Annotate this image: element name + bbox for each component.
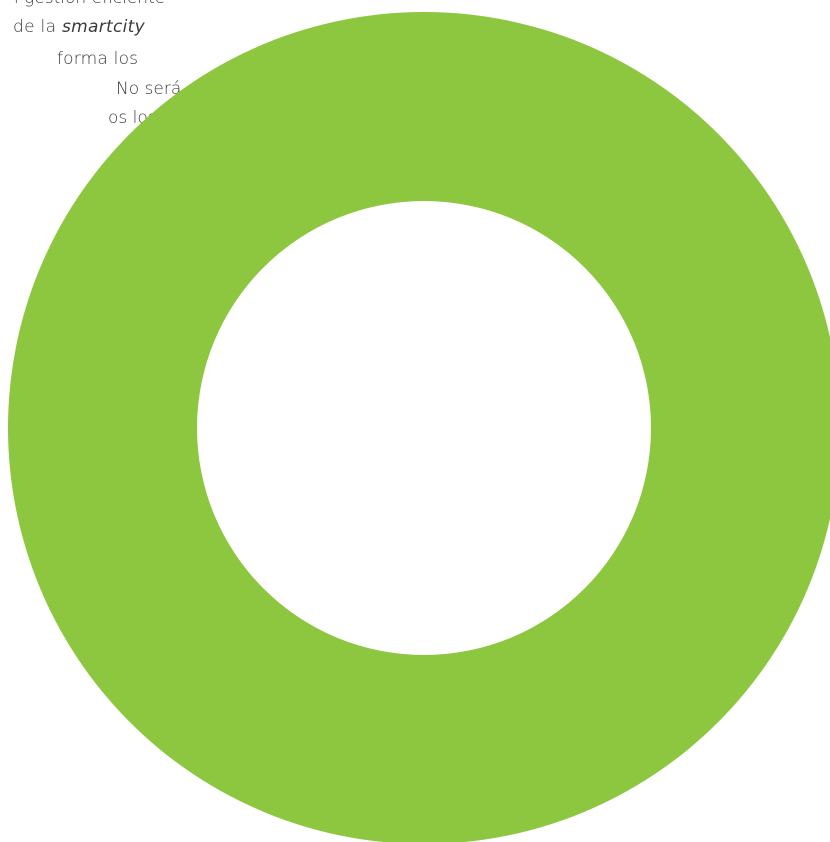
- donut-ring: [8, 12, 830, 842]
- ring-hole: [197, 201, 651, 655]
- text-line: l gestión eficiente: [14, 0, 165, 10]
- text-span: de la: [13, 17, 62, 37]
- text-line: No será: [116, 79, 182, 99]
- italic-term: smartcity: [62, 17, 145, 37]
- text-line: forma los: [57, 49, 139, 69]
- text-line: de la smartcity: [13, 15, 145, 39]
